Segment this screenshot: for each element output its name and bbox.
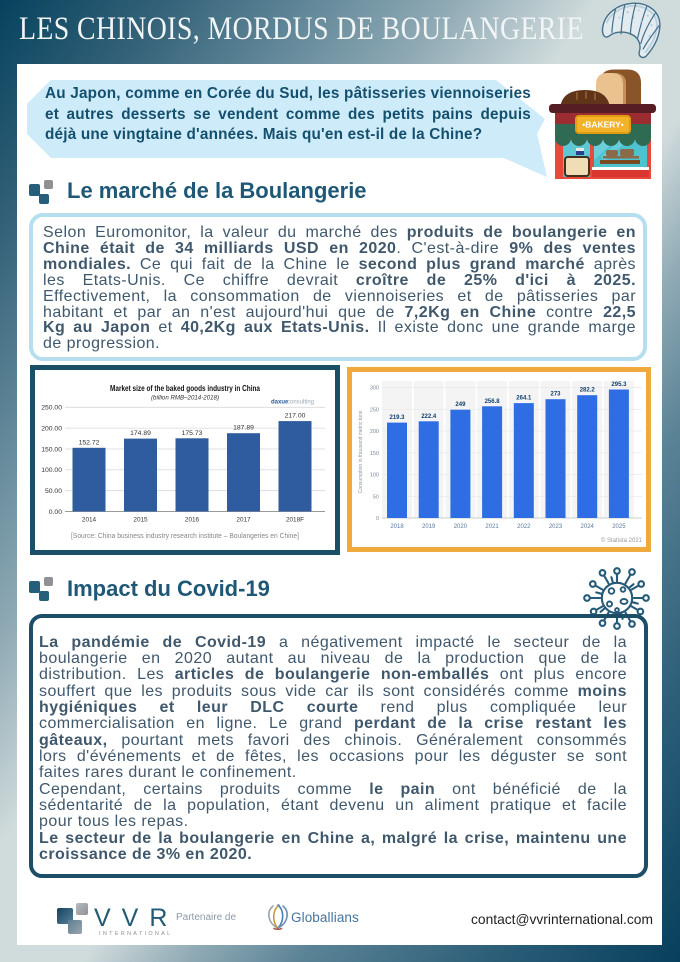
svg-text:Consumption in thousand metric: Consumption in thousand metric tons	[358, 410, 364, 493]
svg-text:264.1: 264.1	[516, 395, 532, 401]
svg-text:175.73: 175.73	[182, 430, 203, 437]
svg-text:0: 0	[376, 516, 379, 522]
svg-text:256.8: 256.8	[485, 398, 501, 404]
svg-text:2020: 2020	[454, 524, 468, 530]
svg-text:[Source: China business indust: [Source: China business industry researc…	[71, 531, 299, 540]
svg-text:2024: 2024	[581, 524, 595, 530]
svg-text:2017: 2017	[236, 517, 251, 524]
svg-text:273: 273	[550, 391, 561, 397]
svg-text:daxue: daxue	[271, 400, 289, 406]
svg-text:295.3: 295.3	[611, 382, 627, 388]
svg-text:2019: 2019	[422, 524, 436, 530]
svg-text:150: 150	[370, 450, 379, 456]
svg-text:2018: 2018	[390, 524, 404, 530]
svg-text:•BAKERY•: •BAKERY•	[582, 120, 624, 130]
svg-text:2021: 2021	[485, 524, 499, 530]
svg-text:219.3: 219.3	[389, 415, 405, 421]
svg-text:250: 250	[370, 407, 379, 413]
svg-text:174.89: 174.89	[130, 430, 151, 437]
svg-text:187.89: 187.89	[233, 425, 254, 432]
svg-text:100.00: 100.00	[41, 467, 62, 474]
svg-text:300: 300	[370, 385, 379, 391]
svg-text:consulting: consulting	[287, 400, 314, 406]
svg-text:Market size of the baked goods: Market size of the baked goods industry …	[110, 384, 260, 393]
svg-text:2018F: 2018F	[286, 517, 304, 524]
svg-text:282.2: 282.2	[580, 387, 596, 393]
svg-text:217.00: 217.00	[285, 413, 306, 420]
svg-text:2022: 2022	[517, 524, 531, 530]
svg-text:2014: 2014	[82, 517, 97, 524]
svg-text:2015: 2015	[133, 517, 148, 524]
svg-text:50.00: 50.00	[45, 488, 62, 495]
svg-text:(billion RMB–2014-2018): (billion RMB–2014-2018)	[151, 395, 219, 402]
svg-text:© Statista 2021: © Statista 2021	[601, 537, 643, 544]
svg-text:200.00: 200.00	[41, 426, 62, 433]
svg-text:222.4: 222.4	[421, 413, 437, 419]
svg-text:100: 100	[370, 472, 379, 478]
svg-text:152.72: 152.72	[79, 439, 100, 446]
svg-text:200: 200	[370, 429, 379, 435]
svg-text:50: 50	[373, 494, 379, 500]
svg-text:150.00: 150.00	[41, 446, 62, 453]
svg-text:2023: 2023	[549, 524, 563, 530]
svg-text:250.00: 250.00	[41, 405, 62, 412]
svg-text:2025: 2025	[612, 524, 626, 530]
svg-text:0.00: 0.00	[49, 509, 62, 516]
svg-text:249: 249	[455, 402, 466, 408]
svg-text:2016: 2016	[185, 517, 200, 524]
